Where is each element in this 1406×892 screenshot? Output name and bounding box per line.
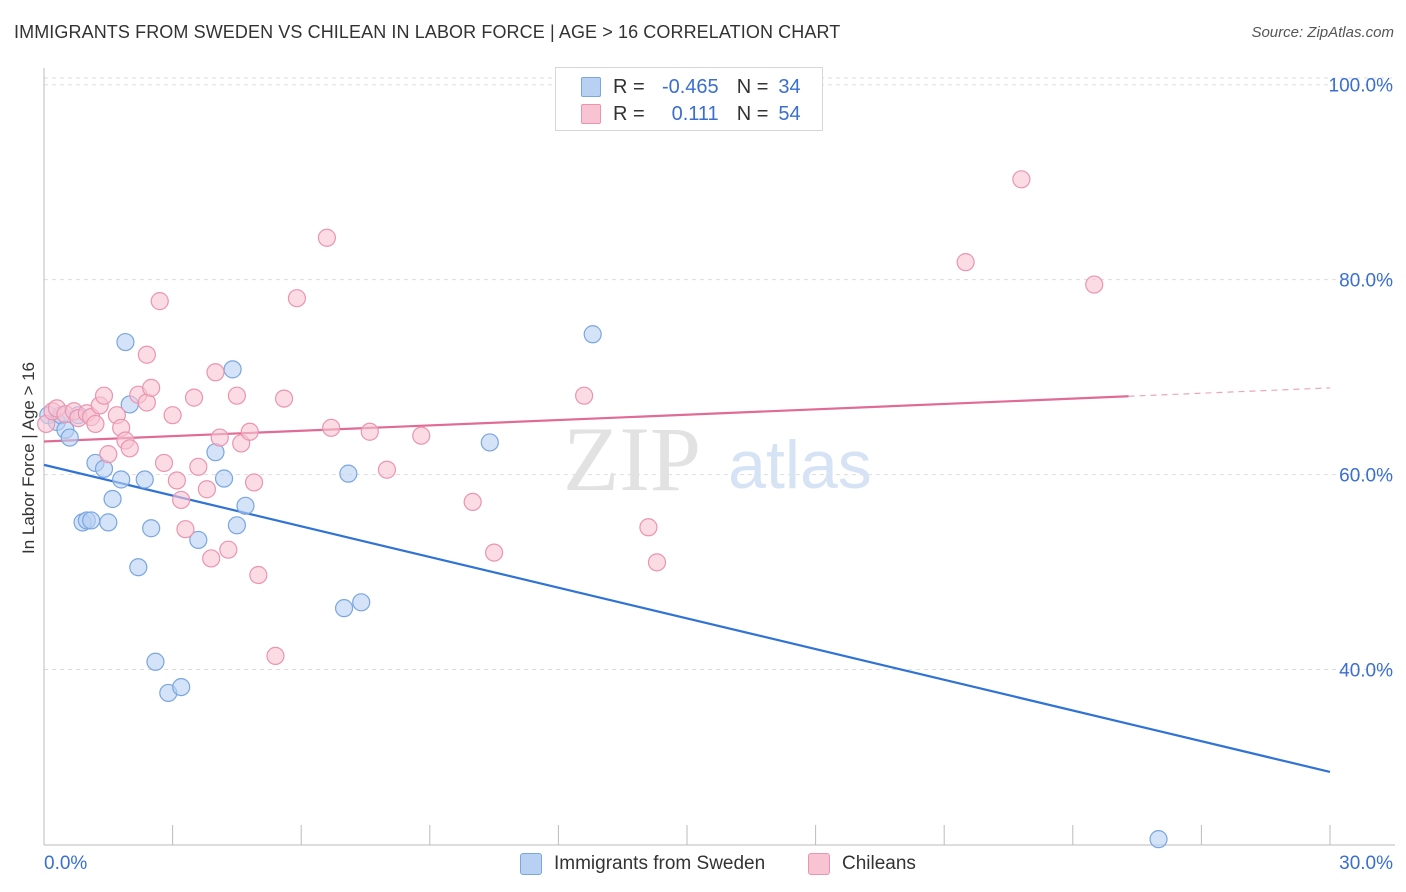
watermark-zip: ZIP xyxy=(563,408,701,510)
sweden-trend-line xyxy=(43,463,1331,773)
sweden-point xyxy=(172,678,191,697)
sweden-point xyxy=(112,470,131,489)
axis-labels: 40.0% 60.0% 80.0% 100.0% 0.0% 30.0% In Labor F… xyxy=(19,76,1393,874)
chilean-point xyxy=(266,646,285,666)
chilean-point xyxy=(210,428,229,447)
chilean-point xyxy=(1085,275,1104,294)
y-tick-label: 40.0% xyxy=(1339,661,1393,682)
chilean-point xyxy=(274,389,294,408)
chilean-point xyxy=(154,453,174,473)
chilean-point xyxy=(240,422,259,441)
y-tick-label: 80.0% xyxy=(1339,271,1393,292)
sweden-point xyxy=(236,496,255,515)
watermark-atlas: atlas xyxy=(728,427,872,503)
sweden-point xyxy=(583,325,602,344)
chart-title: IMMIGRANTS FROM SWEDEN VS CHILEAN IN LAB… xyxy=(14,22,841,42)
chilean-point xyxy=(120,439,139,458)
legend-swatch-pink xyxy=(581,104,601,124)
chilean-point xyxy=(956,253,975,272)
y-axis-title: In Labor Force | Age > 16 xyxy=(19,362,38,554)
chilean-trend-line-extension xyxy=(1128,387,1331,397)
chilean-point xyxy=(219,540,238,559)
legend-r-value: -0.465 xyxy=(661,75,719,98)
chilean-point xyxy=(360,422,379,441)
sweden-point xyxy=(339,464,358,483)
chilean-point xyxy=(463,492,482,512)
chilean-point xyxy=(317,228,337,247)
chilean-point xyxy=(322,418,341,437)
chilean-point xyxy=(647,553,667,572)
chilean-point xyxy=(206,363,225,382)
bottom-legend-sweden: Immigrants from Sweden xyxy=(520,850,765,878)
legend-n-value: 54 xyxy=(778,102,801,125)
sweden-point xyxy=(227,516,246,535)
sweden-point xyxy=(189,530,208,550)
chilean-point xyxy=(1012,170,1031,189)
chilean-point xyxy=(249,565,268,585)
legend-n-value: 34 xyxy=(778,75,801,98)
chilean-point xyxy=(142,378,161,397)
sweden-point xyxy=(1149,830,1168,849)
chilean-point xyxy=(377,460,397,479)
chilean-point xyxy=(176,520,195,539)
chilean-point xyxy=(189,457,208,476)
sweden-point xyxy=(334,599,354,618)
sweden-point xyxy=(103,489,122,509)
source-label: Source: ZipAtlas.com xyxy=(1251,24,1394,41)
legend-r-label: R = xyxy=(613,102,645,125)
bottom-legend-label: Chileans xyxy=(842,853,916,874)
grid-lines xyxy=(44,77,1395,671)
sweden-point xyxy=(146,652,165,671)
sweden-point xyxy=(352,593,371,612)
sweden-point xyxy=(223,360,242,379)
chilean-point xyxy=(94,386,114,405)
sweden-point xyxy=(129,558,148,577)
chilean-point xyxy=(202,549,221,568)
sweden-point xyxy=(99,513,118,532)
chilean-point xyxy=(184,388,204,407)
chilean-point xyxy=(412,426,431,445)
sweden-point xyxy=(135,470,154,489)
chilean-point xyxy=(227,386,246,405)
bottom-legend-swatch-blue xyxy=(520,853,542,875)
sweden-point xyxy=(480,433,499,452)
y-tick-label: 100.0% xyxy=(1329,76,1394,97)
sweden-point xyxy=(82,511,101,530)
legend-r-value: 0.111 xyxy=(671,102,719,125)
chilean-point xyxy=(197,480,216,499)
sweden-point xyxy=(116,332,135,352)
bottom-legend-swatch-pink xyxy=(808,853,830,875)
chilean-point xyxy=(86,414,105,434)
stats-legend: R = -0.465 N = 34 R = 0.111 N = 54 xyxy=(555,67,823,131)
bottom-legend-label: Immigrants from Sweden xyxy=(554,853,766,874)
sweden-point xyxy=(60,428,79,447)
chilean-point xyxy=(163,406,182,425)
axes xyxy=(43,68,1395,846)
bottom-legend-chileans: Chileans xyxy=(808,850,916,878)
y-tick-label: 60.0% xyxy=(1339,466,1393,487)
legend-row-sweden: R = -0.465 N = 34 xyxy=(556,73,801,101)
chilean-point xyxy=(172,490,191,510)
x-tick-label: 0.0% xyxy=(44,853,87,874)
legend-n-label: N = xyxy=(736,75,769,98)
chilean-point xyxy=(485,543,504,562)
legend-n-label: N = xyxy=(736,102,769,125)
legend-r-label: R = xyxy=(613,75,645,98)
chilean-point xyxy=(639,518,658,537)
chilean-point xyxy=(137,345,156,364)
chilean-point xyxy=(287,289,307,308)
chilean-point xyxy=(244,473,264,492)
chilean-point xyxy=(150,292,169,311)
sweden-point xyxy=(214,469,234,488)
legend-row-chileans: R = 0.111 N = 54 xyxy=(556,100,801,128)
chilean-point xyxy=(167,471,186,490)
legend-swatch-blue xyxy=(581,77,601,97)
chilean-point xyxy=(99,445,118,464)
sweden-point xyxy=(142,519,161,538)
x-tick-label: 30.0% xyxy=(1339,853,1393,874)
data-points xyxy=(37,170,1168,849)
chilean-point xyxy=(575,386,594,405)
